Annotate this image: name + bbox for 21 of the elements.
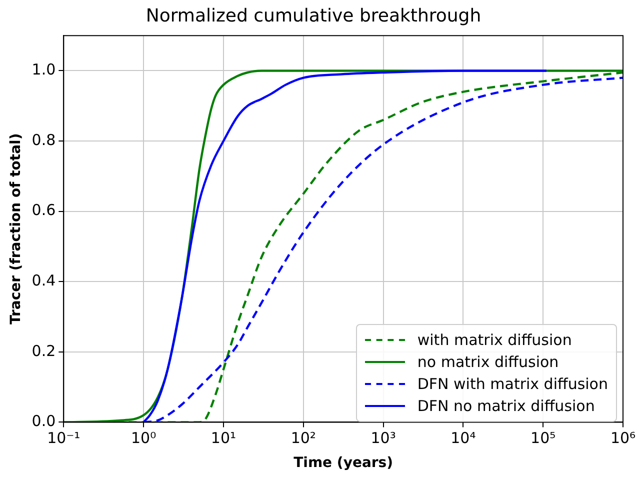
y-tick-label: 0.6 xyxy=(32,201,56,220)
chart-title: Normalized cumulative breakthrough xyxy=(146,5,482,26)
x-tick-label: 10⁰ xyxy=(131,429,156,448)
legend-label: DFN with matrix diffusion xyxy=(417,375,608,393)
y-tick-label: 0.0 xyxy=(32,412,56,430)
y-tick-label: 0.4 xyxy=(32,272,56,290)
y-tick-label: 0.2 xyxy=(32,342,56,360)
y-tick-label: 1.0 xyxy=(32,60,56,79)
x-tick-label: 10³ xyxy=(370,429,396,448)
x-axis-title: Time (years) xyxy=(294,455,394,472)
x-tick-label: 10⁵ xyxy=(530,429,556,448)
x-tick-label: 10² xyxy=(290,429,316,448)
x-tick-label: 10⁶ xyxy=(610,429,636,448)
y-axis-title: Tracer (fraction of total) xyxy=(8,133,24,325)
legend-label: no matrix diffusion xyxy=(417,353,559,371)
y-tick-label: 0.8 xyxy=(32,130,56,149)
x-tick-label: 10¹ xyxy=(210,429,236,448)
x-tick-label: 10⁴ xyxy=(450,429,476,448)
legend-label: with matrix diffusion xyxy=(417,331,572,349)
legend-label: DFN no matrix diffusion xyxy=(417,397,595,415)
x-tick-label: 10⁻¹ xyxy=(47,429,80,448)
